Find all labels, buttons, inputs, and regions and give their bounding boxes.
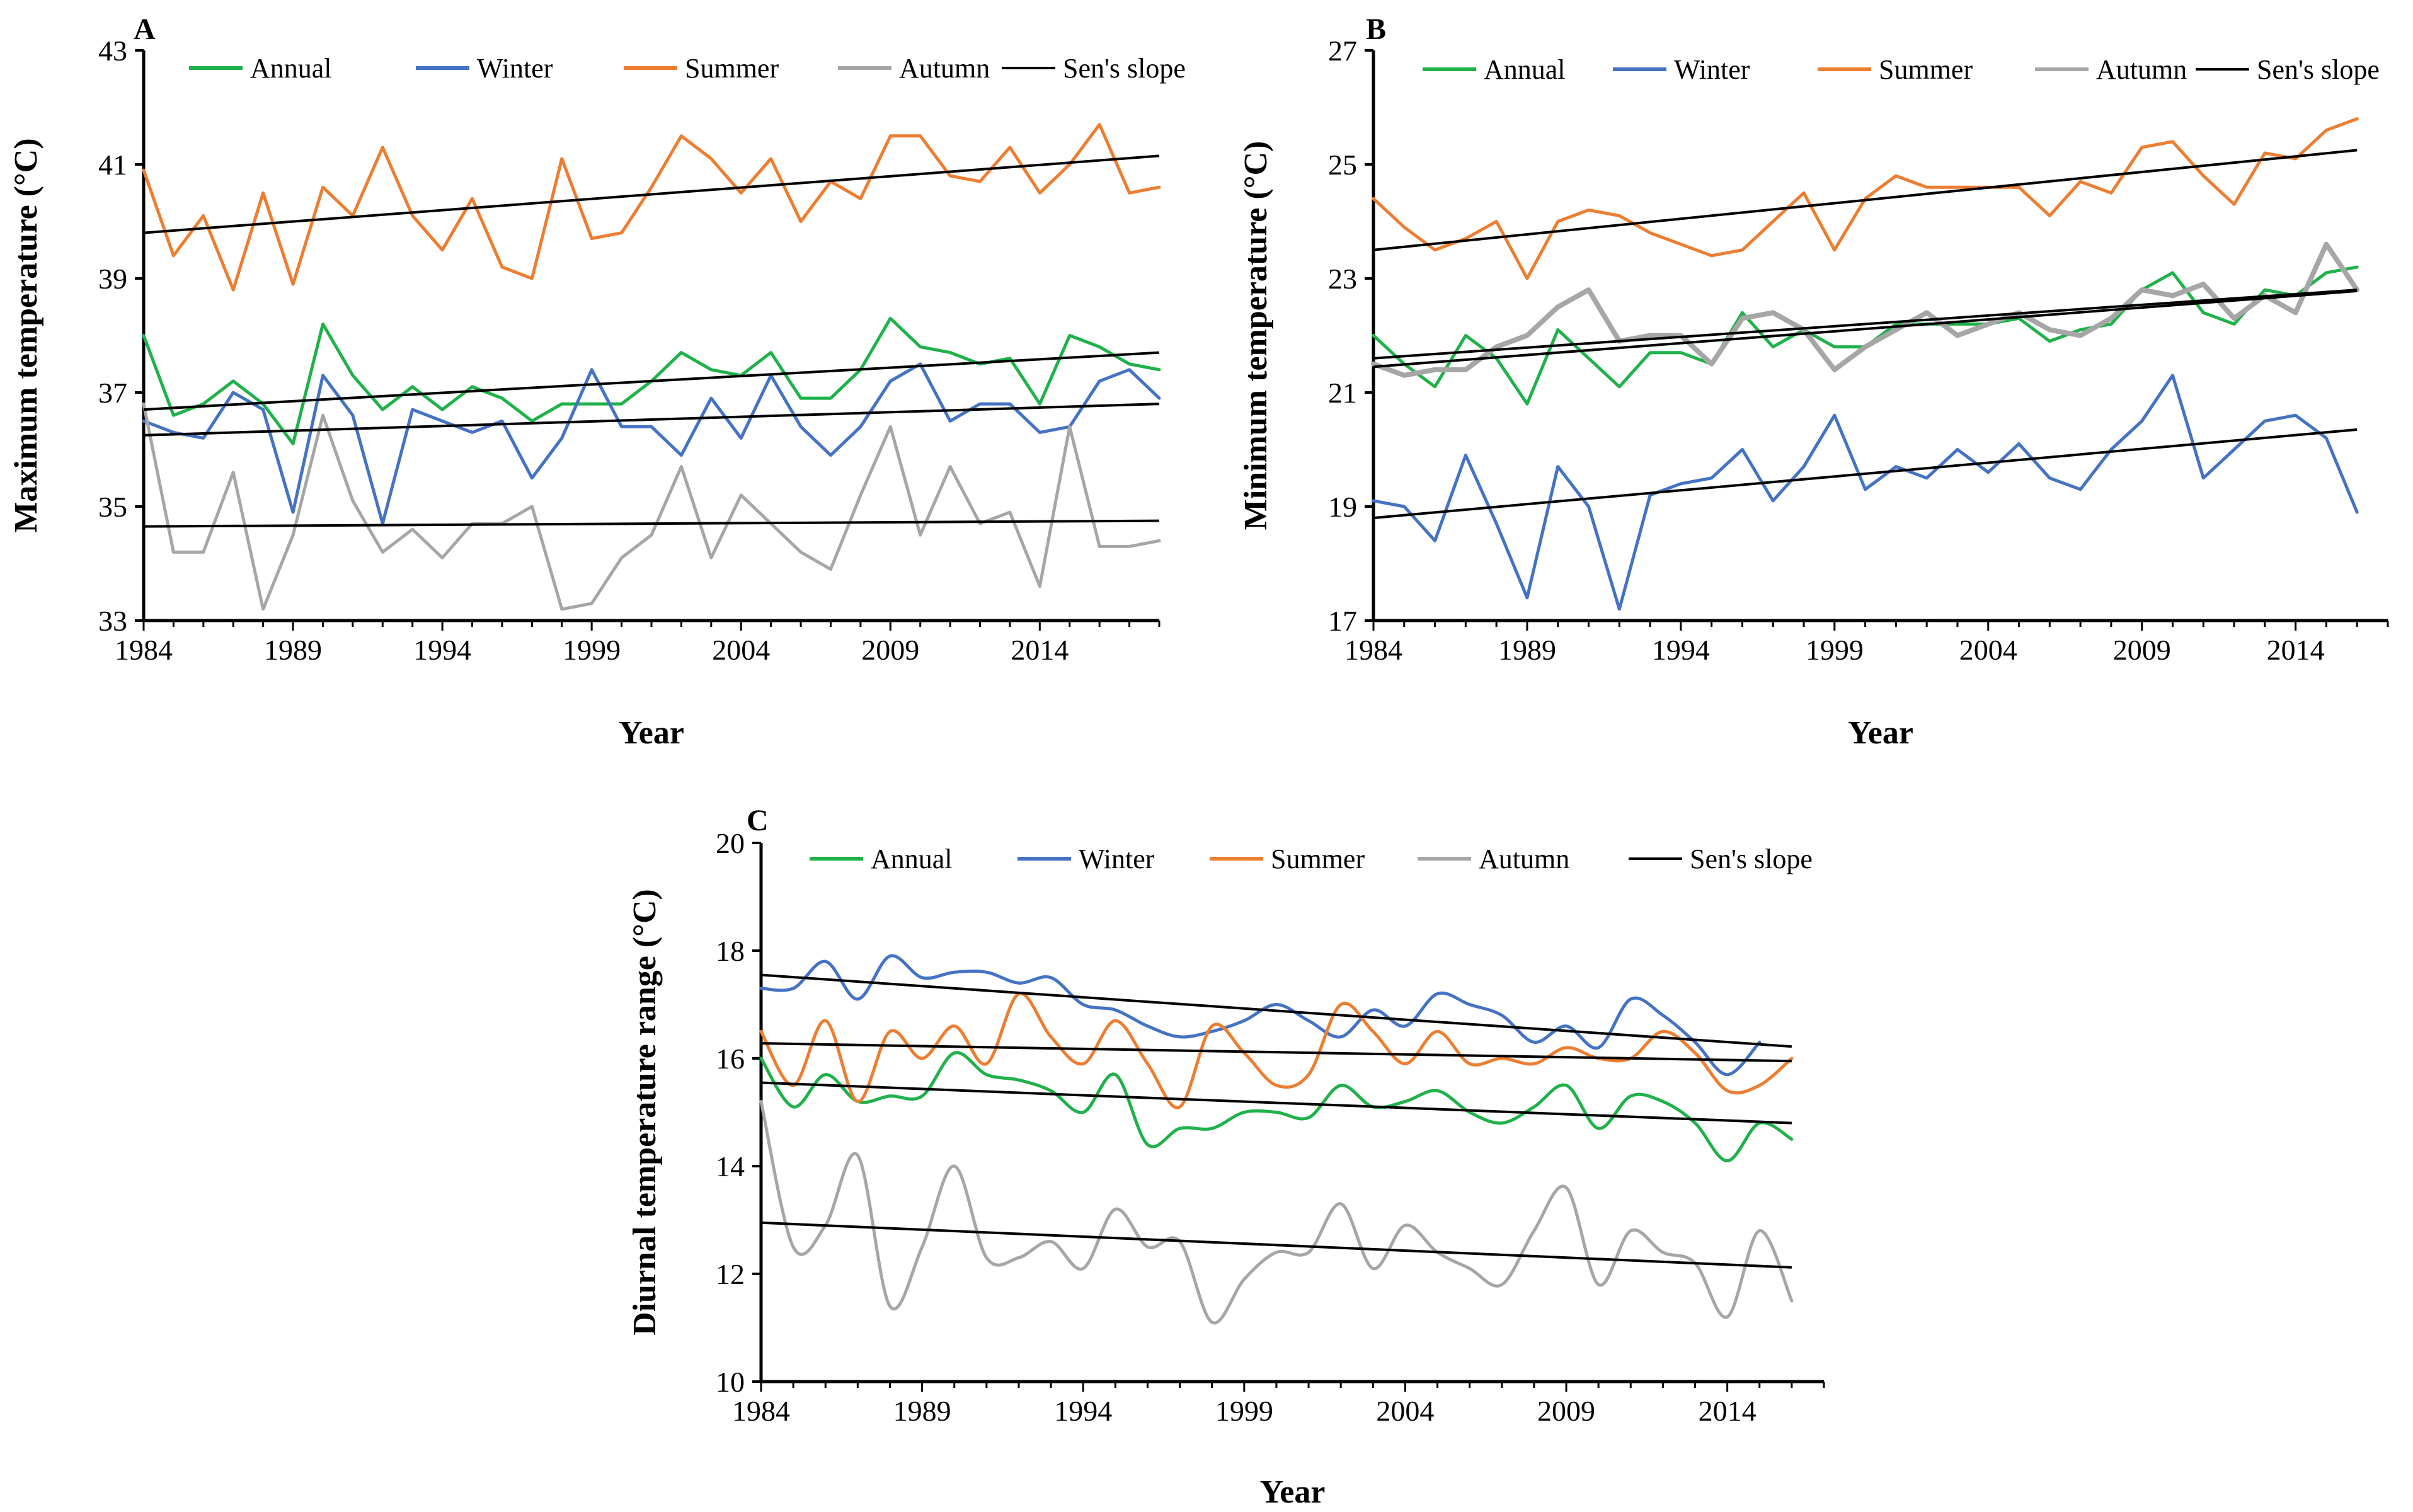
panel-a-series-winter-line (142, 362, 1161, 525)
panel-c-sens-slope-summer-line (760, 1042, 1792, 1063)
panel-b-y-tick-label: 23 (1328, 263, 1357, 295)
panel-b-y-tick-label: 27 (1328, 35, 1357, 67)
panel-b-label: B (1366, 13, 1386, 46)
panel-b-legend-label-sen-s-slope: Sen's slope (2257, 54, 2380, 85)
panel-a-x-tick-label: 2014 (1011, 634, 1069, 666)
panel-b-y-tick-label: 21 (1328, 377, 1357, 409)
panel-b-x-tick-label: 1989 (1498, 634, 1556, 666)
panel-b-sens-slope-autumn-line (1373, 289, 2358, 369)
panel-c-x-tick-label: 1984 (732, 1395, 790, 1427)
panel-a-legend-label-autumn: Autumn (899, 53, 990, 84)
panel-b-x-tick-label: 2014 (2267, 634, 2325, 666)
panel-a-series-summer-line (142, 123, 1161, 292)
panel-a-y-tick-label: 39 (98, 263, 127, 295)
panel-a-sens-slope-annual-line (143, 351, 1160, 411)
panel-c-x-tick-label: 2004 (1376, 1395, 1434, 1427)
panel-c-series-winter-line (759, 954, 1762, 1077)
panel-b-x-tick-label: 1984 (1344, 634, 1402, 666)
panel-c-sens-slope-autumn-line (760, 1221, 1792, 1269)
panel-c-sens-slope-annual-line (760, 1081, 1792, 1125)
panel-b-series-autumn-line (1371, 241, 2360, 378)
panel-a-y-axis-title: Maximum temperature (°C) (8, 138, 44, 532)
panel-a-y-tick-label: 43 (98, 35, 127, 67)
panel-c-x-tick-label: 2009 (1537, 1395, 1595, 1427)
panel-a-sens-slope-winter-line (143, 403, 1160, 437)
panel-a-sens-slope-autumn-line (143, 519, 1160, 528)
panel-c-legend-label-autumn: Autumn (1479, 844, 1569, 874)
panel-b-series-winter-line (1372, 374, 2359, 611)
panel-b-chart: B 17 19 21 23 25 27 1984 1989 1994 1999 2004 2009 201… (1238, 13, 2389, 751)
panel-b-y-tick-label: 25 (1328, 149, 1357, 181)
panel-c-y-tick-label: 14 (716, 1150, 745, 1183)
panel-b-legend-label-summer: Summer (1879, 54, 1973, 85)
panel-b-series-summer-line (1372, 117, 2359, 280)
panel-a-legend-label-winter: Winter (477, 53, 553, 84)
panel-c-y-axis-title: Diurnal temperature range (°C) (627, 889, 663, 1336)
panel-c-x-tick-label: 1999 (1215, 1395, 1273, 1427)
panel-a-y-tick-label: 37 (98, 377, 127, 409)
panel-c-legend-label-summer: Summer (1271, 844, 1365, 874)
panel-a-sens-slope-summer-line (143, 154, 1160, 234)
panel-c-sens-slope-winter-line (760, 973, 1792, 1048)
panel-b-x-tick-label: 1994 (1652, 634, 1710, 666)
panel-c-y-tick-label: 10 (716, 1366, 745, 1398)
panel-a-y-tick-label: 33 (98, 605, 127, 637)
panel-b-sens-slope-winter-line (1373, 428, 2358, 520)
panel-a-y-tick-label: 35 (98, 491, 127, 523)
panel-a-x-tick-label: 1994 (413, 634, 471, 666)
panel-a-x-axis-title: Year (619, 715, 684, 751)
panel-a-x-tick-label: 1999 (563, 634, 621, 666)
panel-c-y-tick-label: 20 (716, 827, 745, 859)
panel-a-x-tick-label: 1989 (264, 634, 322, 666)
panel-b-x-tick-label: 2009 (2113, 634, 2171, 666)
panel-c-y-tick-label: 16 (716, 1043, 745, 1075)
panel-c-label: C (747, 804, 769, 837)
panel-a-legend-label-summer: Summer (685, 53, 779, 84)
panel-c-chart: C 10 12 14 16 18 20 1984 1989 1994 1999 2004 2009 201… (627, 804, 1825, 1510)
panel-b-y-axis-title: Minimum temperature (°C) (1238, 141, 1274, 530)
panel-b-x-axis-title: Year (1848, 715, 1913, 751)
panel-b-legend-label-winter: Winter (1674, 54, 1750, 85)
panel-a-label: A (134, 13, 156, 46)
panel-b-y-tick-label: 17 (1328, 605, 1357, 637)
panel-c-legend-label-winter: Winter (1079, 844, 1155, 874)
panel-c-y-tick-label: 12 (716, 1258, 745, 1290)
panel-b-x-tick-label: 2004 (1959, 634, 2017, 666)
panel-c-series-annual-line (759, 1051, 1794, 1162)
panel-b-legend-label-autumn: Autumn (2096, 54, 2187, 85)
panel-c-legend-label-annual: Annual (871, 844, 953, 874)
panel-a-chart: A 33 35 37 39 41 43 1984 1989 1994 1999 2004 2009 201… (8, 13, 1186, 751)
panel-c-x-axis-title: Year (1260, 1474, 1326, 1510)
panel-c-x-tick-label: 1994 (1054, 1395, 1112, 1427)
panel-c-x-tick-label: 2014 (1699, 1395, 1757, 1427)
panel-b-x-tick-label: 1999 (1806, 634, 1864, 666)
panel-b-sens-slope-summer-line (1373, 149, 2358, 251)
panel-a-y-tick-label: 41 (98, 149, 127, 181)
panel-b-sens-slope-annual-line (1373, 289, 2358, 360)
panel-a-series-autumn-line (142, 402, 1161, 611)
panel-a-x-tick-label: 2009 (861, 634, 919, 666)
panel-c-legend-label-sen-s-slope: Sen's slope (1690, 844, 1813, 874)
panel-a-legend-label-annual: Annual (250, 53, 332, 84)
panel-c-y-tick-label: 18 (716, 935, 745, 967)
panel-a-x-tick-label: 1984 (115, 634, 173, 666)
panel-a-x-tick-label: 2004 (712, 634, 770, 666)
panel-b-legend-label-annual: Annual (1484, 54, 1566, 85)
panel-c-series-autumn-line (759, 1099, 1794, 1325)
panel-a-legend-label-sen-s-slope: Sen's slope (1063, 53, 1186, 84)
panel-c-x-tick-label: 1989 (893, 1395, 951, 1427)
panel-b-y-tick-label: 19 (1328, 491, 1357, 523)
